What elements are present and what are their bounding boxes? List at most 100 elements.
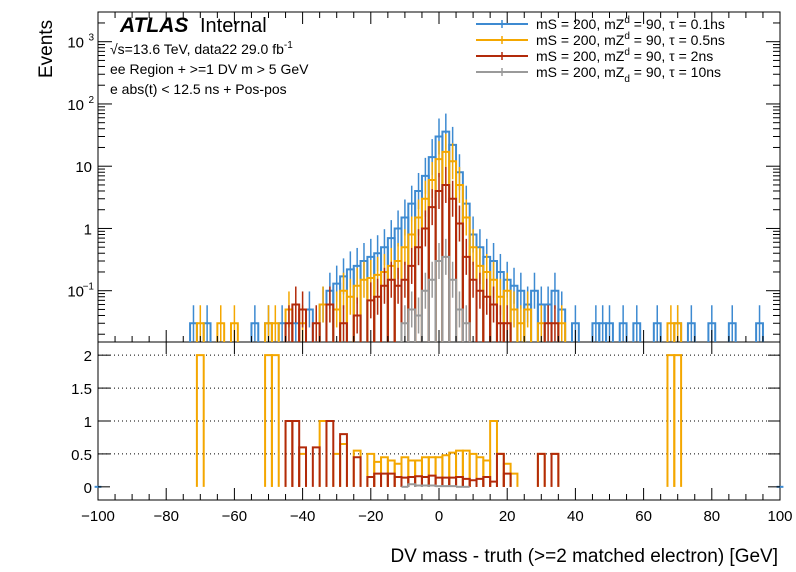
ratio-bin-1-29 [502, 462, 512, 487]
ratio-bin-1-28 [495, 452, 505, 487]
ratio-bin-1-15 [407, 459, 417, 487]
x-tick-label-1: −80 [153, 508, 178, 525]
ratio-bin-2-20 [455, 475, 464, 487]
ratio-bin-2-21 [461, 477, 471, 487]
top-y-tick-label-2: 10 [75, 159, 92, 176]
x-tick-label-7: 40 [567, 508, 584, 525]
top-y-tick-exp-3: 2 [88, 95, 94, 106]
top-series-3 [400, 238, 471, 342]
top-series-1 [195, 133, 683, 342]
ratio-bin-2-11 [393, 475, 403, 487]
ratio-bin-1-6 [332, 452, 342, 487]
ratio-bin-2-24 [482, 475, 492, 487]
legend-label-1: mS = 200, mZd = 90, τ = 0.5ns [536, 31, 725, 48]
ratio-bin-2-8 [373, 472, 383, 487]
x-tick-label-2: −60 [222, 508, 247, 525]
ratio-bin-1-23 [461, 449, 471, 487]
ratio-bin-1-7 [339, 443, 348, 487]
legend-label-sub-1: d [624, 31, 630, 42]
ratio-bin-2-4 [325, 420, 335, 487]
ratio-bin-1-22 [455, 449, 464, 487]
ratio-bin-1-20 [441, 454, 451, 487]
ratio-bin-3-5 [434, 485, 444, 488]
x-tick-label-4: −20 [358, 508, 383, 525]
energy-lumi-label: √s=13.6 TeV, data22 29.0 fb-1 [110, 40, 293, 57]
ratio-bin-1-16 [414, 459, 423, 487]
ratio-series-3 [401, 483, 470, 488]
ratio-bin-1-5 [318, 420, 328, 487]
top-y-tick-label-3: 10 [67, 97, 84, 114]
ratio-bin-1-9 [366, 452, 376, 487]
ratio-bin-2-29 [550, 452, 560, 487]
ratio-bin-2-5 [339, 433, 348, 487]
ratio-bin-2-25 [489, 480, 498, 487]
x-tick-label-5: 0 [435, 508, 443, 525]
legend-label-a-0: mS = 200, mZ [536, 16, 625, 32]
ratio-bin-1-4 [298, 452, 308, 487]
x-tick-label-9: 80 [703, 508, 720, 525]
ratio-bin-3-7 [448, 485, 458, 488]
ratio-y-tick-label-3: 1.5 [71, 381, 92, 398]
ratio-bin-3-1 [407, 483, 417, 487]
legend-label-b-0: = 90, τ = 0.1ns [630, 16, 725, 32]
ratio-bin-2-12 [400, 476, 410, 487]
ratio-bin-3-3 [420, 484, 430, 487]
ratio-bin-1-18 [427, 456, 437, 487]
ratio-bin-1-8 [352, 449, 362, 487]
region-label: ee Region + >=1 DV m > 5 GeV [110, 61, 309, 77]
x-tick-label-0: −100 [81, 508, 115, 525]
ratio-bin-1-19 [434, 456, 444, 487]
ratio-bin-1-14 [400, 456, 410, 487]
top-y-tick-label-1: 1 [84, 221, 92, 238]
ratio-bin-2-3 [311, 446, 321, 487]
legend-label-sub-0: d [624, 15, 630, 26]
ratio-bin-2-13 [407, 475, 417, 487]
ratio-bin-2-23 [475, 477, 485, 487]
legend-label-a-3: mS = 200, mZ [536, 64, 625, 80]
energy-lumi-sup: -1 [284, 40, 293, 51]
legend-label-3: mS = 200, mZd = 90, τ = 10ns [536, 64, 721, 85]
legend-label-sub-2: d [624, 47, 630, 58]
x-tick-label-6: 20 [499, 508, 516, 525]
ratio-bin-3-6 [441, 485, 451, 488]
ratio-series-2 [284, 420, 560, 487]
ratio-bin-1-24 [468, 452, 478, 487]
ratio-bin-1-21 [448, 451, 458, 487]
ratio-bin-2-28 [536, 452, 546, 487]
ratio-bin-1-0 [195, 354, 205, 487]
ratio-bin-1-2 [270, 354, 280, 487]
ratio-y-tick-label-4: 2 [84, 348, 92, 365]
legend-label-a-1: mS = 200, mZ [536, 32, 625, 48]
legend-label-b-3: = 90, τ = 10ns [630, 64, 721, 80]
ratio-y-tick-label-2: 1 [84, 414, 92, 431]
ratio-bin-1-32 [550, 452, 560, 487]
x-axis-title: DV mass - truth (>=2 matched electron) [… [390, 546, 778, 567]
atlas-label: ATLAS [119, 14, 188, 37]
ratio-bin-2-22 [468, 479, 478, 487]
ratio-bin-1-26 [482, 459, 492, 487]
top-y-tick-exp-0: −1 [83, 282, 95, 293]
ratio-bin-2-10 [386, 472, 396, 487]
ratio-bin-1-34 [673, 354, 683, 487]
top-panel-series [189, 113, 764, 342]
x-tick-label-3: −40 [290, 508, 315, 525]
ratio-bin-3-4 [427, 484, 437, 487]
ratio-bin-1-27 [489, 420, 498, 487]
ratio-bin-1-25 [475, 456, 485, 487]
ratio-grid [98, 354, 780, 455]
cut-label: e abs(t) < 12.5 ns + Pos-pos [110, 81, 287, 97]
legend-label-sub-3: d [624, 74, 630, 85]
ratio-bin-2-9 [380, 472, 389, 487]
ratio-bin-2-27 [502, 472, 512, 487]
ratio-bin-2-7 [366, 475, 376, 487]
ratio-panel-series [94, 354, 784, 488]
ratio-bin-2-26 [495, 452, 505, 487]
legend-label-0: mS = 200, mZd = 90, τ = 0.1ns [536, 15, 725, 32]
top-y-tick-exp-4: 3 [88, 33, 94, 44]
ratio-bin-3-2 [414, 484, 423, 487]
ratio-bin-2-2 [298, 446, 308, 487]
ratio-bin-1-30 [509, 472, 519, 487]
